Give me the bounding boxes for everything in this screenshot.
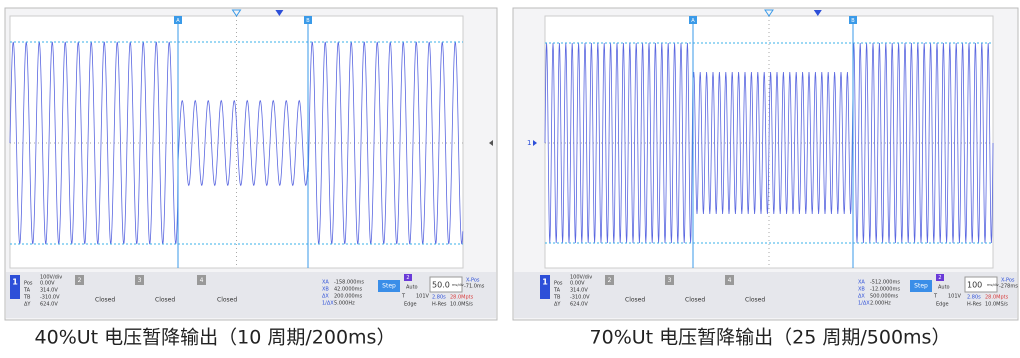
trigger-mode: Auto	[938, 285, 950, 291]
caption: 40%Ut 电压暂降输出（10 周期/200ms）	[35, 327, 396, 349]
duration: 2.80s	[967, 295, 981, 301]
cursor-label: XB	[322, 287, 329, 293]
channel-value: 0.00V	[40, 281, 55, 287]
channel-number: 4	[200, 277, 204, 284]
duration: 2.80s	[432, 295, 446, 301]
channel-offset-marker: 1	[527, 139, 531, 147]
channel-number: 2	[78, 277, 82, 284]
channel-label: TA	[553, 288, 561, 294]
cursor-value: -12.0000ms	[870, 287, 900, 293]
channel-state: Closed	[625, 297, 645, 304]
channel-state: Closed	[217, 297, 237, 304]
channel-value: 624.0V	[570, 302, 588, 308]
trigger-channel: 2	[406, 275, 409, 281]
xpos-value: -278ms	[999, 284, 1018, 290]
cursor-value: 5.000Hz	[334, 301, 355, 307]
channel-label: TB	[553, 295, 561, 301]
channel-number: 4	[728, 277, 732, 284]
cursor-label: XA	[858, 280, 865, 286]
channel-state: Closed	[95, 297, 115, 304]
cursor-value: 500.000ms	[870, 294, 899, 300]
channel-number: 3	[668, 277, 672, 284]
cursor-value: 200.000ms	[334, 294, 363, 300]
sample-rate: 10.0MS/s	[450, 302, 473, 308]
timebase-scale: 100	[967, 281, 982, 290]
channel-value: 624.0V	[40, 302, 58, 308]
channel-value: 314.0V	[40, 288, 58, 294]
channel-value: 314.0V	[570, 288, 588, 294]
trigger-level: 101V	[948, 294, 962, 300]
hres-label: H-Res	[967, 302, 982, 308]
channel-number: 1	[542, 278, 548, 287]
cursor-marker: B	[306, 18, 310, 24]
channel-number: 3	[138, 277, 142, 284]
trigger-level: 101V	[416, 294, 430, 300]
channel-number: 2	[608, 277, 612, 284]
cursor-value: 42.0000ms	[334, 287, 363, 293]
sample-rate: 10.0MS/s	[985, 302, 1008, 308]
timebase-scale: 50.0	[432, 281, 450, 290]
points: 28.0Mpts	[450, 295, 474, 301]
cursor-label: 1/ΔX	[858, 301, 870, 307]
channel-number: 1	[12, 278, 18, 287]
channel-value: -310.0V	[570, 295, 590, 301]
channel-value: -310.0V	[40, 295, 60, 301]
xpos-value: -71.0ms	[464, 284, 485, 290]
channel-label: TB	[23, 295, 31, 301]
cursor-marker: A	[176, 18, 180, 24]
scope-display	[10, 16, 463, 268]
timebase-unit: ms/div	[987, 283, 999, 287]
trigger-edge: Edge	[404, 302, 417, 308]
timebase-unit: ms/div	[452, 283, 464, 287]
cursor-marker: A	[691, 18, 695, 24]
cursor-marker: B	[851, 18, 855, 24]
screenshot: AB1100V/divPos0.00VTA314.0VTB-310.0VΔY62…	[0, 0, 1020, 358]
caption: 70%Ut 电压暂降输出（25 周期/500ms）	[590, 327, 951, 349]
cursor-value: -158.000ms	[334, 280, 364, 286]
channel-state: Closed	[745, 297, 765, 304]
step-label: Step	[914, 283, 928, 290]
channel-label: Pos	[554, 281, 563, 287]
channel-label: TA	[23, 288, 31, 294]
channel-state: Closed	[685, 297, 705, 304]
trigger-mode: Auto	[406, 285, 418, 291]
channel-label: ΔY	[554, 302, 561, 308]
cursor-label: ΔX	[322, 294, 329, 300]
cursor-label: XB	[858, 287, 865, 293]
trigger-channel: 2	[938, 275, 941, 281]
cursor-value: 2.000Hz	[870, 301, 891, 307]
points: 28.0Mpts	[985, 295, 1009, 301]
cursor-label: ΔX	[858, 294, 865, 300]
channel-label: Pos	[24, 281, 33, 287]
trigger-edge: Edge	[936, 302, 949, 308]
step-label: Step	[382, 283, 396, 290]
channel-value: 0.00V	[570, 281, 585, 287]
channel-state: Closed	[155, 297, 175, 304]
cursor-label: 1/ΔX	[322, 301, 334, 307]
hres-label: H-Res	[432, 302, 447, 308]
cursor-value: -512.000ms	[870, 280, 900, 286]
channel-label: ΔY	[24, 302, 31, 308]
cursor-label: XA	[322, 280, 329, 286]
